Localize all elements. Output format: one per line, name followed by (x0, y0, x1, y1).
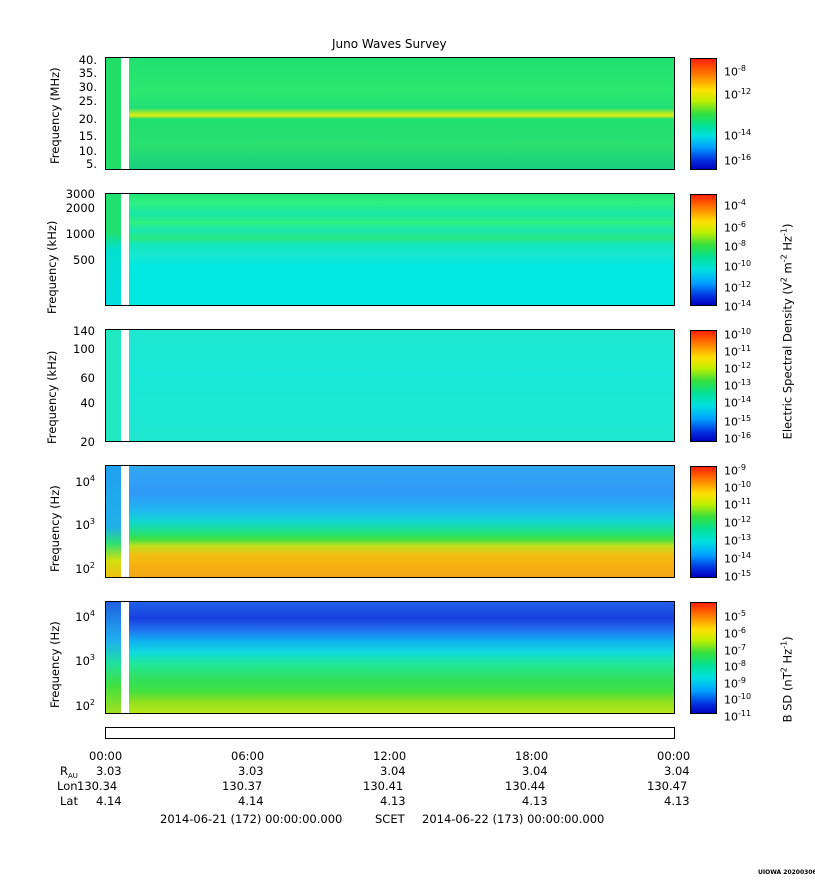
cb5-tick-6: 10-6 (724, 626, 746, 641)
p2-ytick-3000: 3000 (65, 187, 95, 201)
p3-ytick-140: 140 (73, 324, 95, 338)
cb4-tick-12: 10-12 (724, 515, 752, 530)
lon-label: Lon (57, 779, 78, 793)
spectrogram-panel-1 (105, 57, 675, 170)
p4-ytick-10e4: 104 (75, 474, 95, 489)
colorbar-3 (690, 330, 717, 442)
cb5-tick-7: 10-7 (724, 643, 746, 658)
start-time: 2014-06-21 (172) 00:00:00.000 (160, 812, 343, 826)
p1-ytick-35: 35. (78, 66, 97, 80)
cb1-tick-16: 10-16 (724, 153, 752, 168)
p3-ytick-40: 40 (80, 396, 95, 410)
rau-2: 3.04 (380, 764, 406, 778)
electric-colorbar-label: Electric Spectral Density (V2 m-2 Hz-1) (779, 223, 795, 440)
spectrogram-panel-2 (105, 193, 675, 306)
colorbar-2 (690, 194, 717, 306)
cb4-tick-13: 10-13 (724, 533, 752, 548)
p1-ytick-40: 40. (78, 53, 97, 67)
p1-ytick-10: 10. (78, 144, 97, 158)
time-tick-2: 12:00 (373, 749, 407, 763)
cb5-tick-9: 10-9 (724, 676, 746, 691)
p3-ytick-100: 100 (73, 342, 95, 356)
time-axis-bar (105, 727, 675, 739)
p5-ytick-10e2: 102 (75, 698, 95, 713)
cb1-tick-14: 10-14 (724, 128, 752, 143)
p1-ytick-15: 15. (78, 129, 97, 143)
rau-3: 3.04 (522, 764, 548, 778)
cb2-tick-4: 10-4 (724, 198, 746, 213)
time-tick-0: 00:00 (89, 749, 123, 763)
time-tick-1: 06:00 (231, 749, 265, 763)
cb2-tick-14: 10-14 (724, 299, 752, 314)
cb4-tick-9: 10-9 (724, 463, 746, 478)
cb3-tick-11: 10-11 (724, 344, 752, 359)
lon-3: 130.44 (505, 779, 546, 793)
rau-label: RAU (60, 764, 78, 781)
lat-2: 4.13 (380, 794, 406, 808)
p4-ytick-10e2: 102 (75, 561, 95, 576)
lat-1: 4.14 (238, 794, 264, 808)
lat-label: Lat (60, 794, 78, 808)
cb5-tick-10: 10-10 (724, 692, 752, 707)
cb5-tick-8: 10-8 (724, 659, 746, 674)
rau-1: 3.03 (238, 764, 264, 778)
p1-ytick-5: 5. (86, 157, 97, 171)
p3-ytick-20: 20 (80, 435, 95, 449)
cb3-tick-16: 10-16 (724, 431, 752, 446)
cb2-tick-10: 10-10 (724, 259, 752, 274)
lon-4: 130.47 (647, 779, 688, 793)
p2-ytick-500: 500 (73, 253, 95, 267)
p5-ytick-10e4: 104 (75, 609, 95, 624)
cb4-tick-15: 10-15 (724, 569, 752, 584)
cb3-tick-15: 10-15 (724, 414, 752, 429)
chart-title: Juno Waves Survey (332, 37, 447, 51)
p2-ytick-2000: 2000 (65, 201, 95, 215)
cb3-tick-13: 10-13 (724, 378, 752, 393)
cb5-tick-5: 10-5 (724, 609, 746, 624)
cb3-tick-14: 10-14 (724, 395, 752, 410)
spectrogram-panel-4 (105, 465, 675, 578)
p1-ytick-30: 30. (78, 80, 97, 94)
p5-ytick-10e3: 103 (75, 653, 95, 668)
p1-ytick-25: 25. (78, 94, 97, 108)
end-time: 2014-06-22 (173) 00:00:00.000 (422, 812, 605, 826)
spectrogram-panel-5 (105, 601, 675, 714)
spectrogram-panel-3 (105, 329, 675, 442)
cb1-tick-12: 10-12 (724, 87, 752, 102)
lon-2: 130.41 (363, 779, 404, 793)
rau-4: 3.04 (664, 764, 690, 778)
lat-3: 4.13 (522, 794, 548, 808)
cb2-tick-8: 10-8 (724, 239, 746, 254)
lon-1: 130.37 (222, 779, 263, 793)
lat-0: 4.14 (96, 794, 122, 808)
colorbar-5 (690, 602, 717, 714)
p1-ytick-20: 20. (78, 112, 97, 126)
cb2-tick-6: 10-6 (724, 220, 746, 235)
footer-stamp: UIOWA 20200306 (758, 869, 815, 876)
scet-label: SCET (375, 812, 405, 826)
magnetic-colorbar-label: B SD (nT2 Hz-1) (779, 636, 795, 723)
panel-3-ylabel: Frequency (kHz) (45, 350, 59, 444)
cb2-tick-12: 10-12 (724, 280, 752, 295)
cb4-tick-10: 10-10 (724, 480, 752, 495)
p2-ytick-1000: 1000 (65, 227, 95, 241)
cb3-tick-12: 10-12 (724, 361, 752, 376)
cb4-tick-11: 10-11 (724, 497, 752, 512)
time-tick-3: 18:00 (515, 749, 549, 763)
colorbar-1 (690, 58, 717, 170)
cb1-tick-8: 10-8 (724, 64, 746, 79)
lon-0: 130.34 (77, 779, 118, 793)
lat-4: 4.13 (664, 794, 690, 808)
time-tick-4: 00:00 (657, 749, 691, 763)
cb5-tick-11: 10-11 (724, 709, 752, 724)
colorbar-4 (690, 466, 717, 578)
cb3-tick-10: 10-10 (724, 327, 752, 342)
p4-ytick-10e3: 103 (75, 517, 95, 532)
p3-ytick-60: 60 (80, 371, 95, 385)
rau-0: 3.03 (96, 764, 122, 778)
cb4-tick-14: 10-14 (724, 551, 752, 566)
